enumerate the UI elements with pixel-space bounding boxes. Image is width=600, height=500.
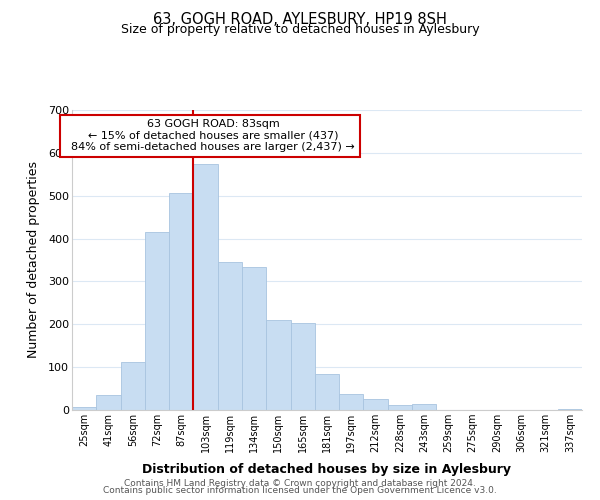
Bar <box>266 320 290 410</box>
Bar <box>193 164 218 410</box>
Bar <box>558 408 582 410</box>
X-axis label: Distribution of detached houses by size in Aylesbury: Distribution of detached houses by size … <box>143 464 511 476</box>
Bar <box>169 192 193 410</box>
Bar <box>339 394 364 410</box>
Bar <box>364 400 388 410</box>
Text: 63 GOGH ROAD: 83sqm
  ← 15% of detached houses are smaller (437)
  84% of semi-d: 63 GOGH ROAD: 83sqm ← 15% of detached ho… <box>64 119 355 152</box>
Text: Contains public sector information licensed under the Open Government Licence v3: Contains public sector information licen… <box>103 486 497 495</box>
Bar <box>121 362 145 410</box>
Bar <box>242 268 266 410</box>
Text: Size of property relative to detached houses in Aylesbury: Size of property relative to detached ho… <box>121 22 479 36</box>
Bar <box>72 406 96 410</box>
Bar <box>412 404 436 410</box>
Bar <box>218 262 242 410</box>
Bar <box>388 405 412 410</box>
Bar <box>145 232 169 410</box>
Text: 63, GOGH ROAD, AYLESBURY, HP19 8SH: 63, GOGH ROAD, AYLESBURY, HP19 8SH <box>153 12 447 28</box>
Bar <box>315 374 339 410</box>
Bar <box>96 395 121 410</box>
Y-axis label: Number of detached properties: Number of detached properties <box>27 162 40 358</box>
Text: Contains HM Land Registry data © Crown copyright and database right 2024.: Contains HM Land Registry data © Crown c… <box>124 478 476 488</box>
Bar <box>290 323 315 410</box>
